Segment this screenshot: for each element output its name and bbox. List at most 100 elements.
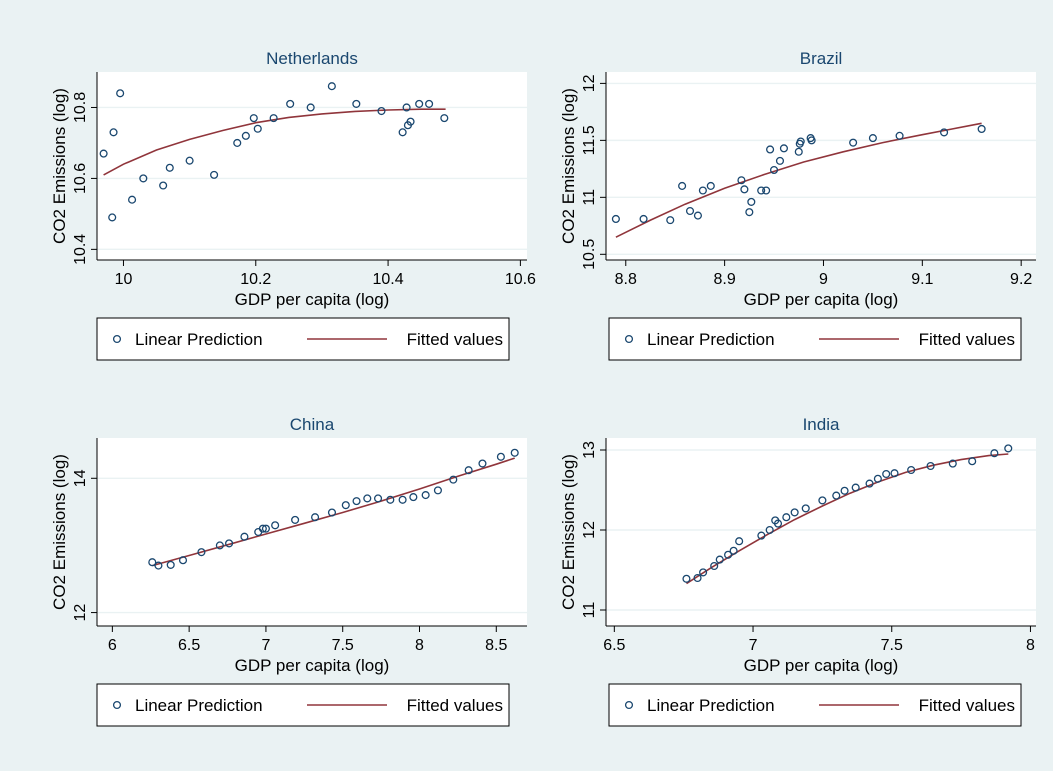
data-point — [851, 483, 860, 492]
data-point — [225, 539, 234, 548]
data-point — [890, 469, 899, 478]
data-point — [693, 211, 702, 220]
x-tick-label: 7.5 — [881, 637, 903, 654]
data-point — [210, 170, 219, 179]
x-tick-label: 10.6 — [505, 271, 536, 288]
data-point — [363, 494, 372, 503]
data-point — [178, 556, 188, 565]
data-point — [907, 465, 916, 475]
data-point — [678, 181, 687, 190]
data-point — [940, 128, 949, 137]
y-tick-label: 12 — [581, 521, 598, 539]
data-point — [747, 197, 756, 206]
legend-marker-circle-icon — [112, 700, 122, 710]
data-point — [757, 186, 766, 195]
legend-box — [96, 683, 510, 727]
data-point — [352, 497, 361, 506]
data-point — [449, 475, 458, 484]
data-point — [990, 449, 999, 458]
data-point — [215, 541, 224, 550]
fitted-values-line — [615, 122, 982, 238]
data-point — [685, 206, 695, 216]
data-point — [796, 137, 805, 146]
y-tick-label: 10.6 — [72, 163, 89, 194]
data-point — [735, 537, 744, 546]
data-point — [745, 208, 754, 217]
y-tick-label: 12 — [72, 604, 89, 622]
data-point — [197, 548, 206, 557]
x-tick-label: 9 — [819, 271, 828, 288]
data-point — [373, 494, 383, 503]
plot-area — [606, 72, 1036, 260]
data-point — [402, 103, 411, 112]
data-point — [794, 147, 803, 156]
panel-title: Brazil — [800, 49, 843, 68]
data-point — [801, 504, 810, 513]
data-point — [240, 532, 249, 541]
fitted-values-line — [686, 453, 1009, 585]
data-point — [779, 144, 788, 153]
data-point — [873, 474, 882, 483]
x-tick-label: 10.2 — [240, 271, 271, 288]
data-point — [706, 181, 715, 190]
data-point — [233, 138, 242, 147]
data-point — [710, 561, 719, 571]
legend-label-fitted-values: Fitted values — [407, 696, 503, 715]
data-point — [398, 495, 407, 504]
data-point — [832, 491, 841, 500]
legend-label-fitted-values: Fitted values — [407, 330, 503, 349]
data-point — [740, 185, 749, 194]
x-axis-label: GDP per capita (log) — [235, 290, 390, 309]
data-point — [166, 560, 175, 569]
data-point — [159, 181, 168, 190]
data-point — [682, 574, 691, 583]
data-point — [666, 216, 675, 225]
y-axis-label: CO2 Emissions (log) — [50, 454, 69, 610]
legend: Linear Prediction Fitted values — [96, 683, 510, 727]
y-axis-label: CO2 Emissions (log) — [559, 88, 578, 244]
data-point — [286, 99, 295, 108]
y-tick-label: 10.4 — [72, 234, 89, 265]
legend: Linear Prediction Fitted values — [96, 317, 510, 361]
data-point — [154, 561, 163, 570]
data-point — [968, 457, 977, 466]
x-tick-label: 6.5 — [603, 637, 625, 654]
data-point — [139, 174, 148, 183]
data-point — [185, 156, 194, 165]
legend-label-fitted-values: Fitted values — [919, 696, 1015, 715]
data-point — [769, 165, 779, 175]
data-point — [766, 145, 775, 154]
data-point — [386, 495, 395, 504]
panel-title: China — [290, 415, 335, 434]
data-point — [291, 515, 300, 524]
data-point — [496, 452, 505, 461]
chart-panel-china: 6 6.5 7 7.5 8 8.5 12 14 GDP per capita (log) CO2 … — [50, 415, 527, 727]
data-point — [698, 186, 707, 195]
data-point — [882, 469, 891, 479]
data-point — [327, 82, 336, 91]
data-point — [398, 128, 407, 137]
legend-box — [608, 683, 1022, 727]
legend-label-linear-prediction: Linear Prediction — [647, 696, 775, 715]
data-point — [693, 573, 702, 583]
data-point — [926, 461, 935, 471]
data-point — [757, 531, 766, 540]
x-tick-label: 6 — [108, 637, 117, 654]
data-point — [377, 106, 386, 116]
x-tick-label: 8.8 — [615, 271, 637, 288]
legend: Linear Prediction Fitted values — [608, 683, 1022, 727]
data-point — [425, 99, 434, 108]
data-point — [306, 103, 315, 112]
legend-label-fitted-values: Fitted values — [919, 330, 1015, 349]
data-point — [724, 550, 733, 559]
data-point — [762, 186, 771, 195]
y-tick-label: 12 — [581, 74, 598, 92]
legend-label-linear-prediction: Linear Prediction — [135, 696, 263, 715]
x-tick-label: 8.5 — [485, 637, 507, 654]
data-point — [433, 486, 442, 495]
data-point — [109, 128, 118, 137]
plot-area — [97, 72, 527, 260]
legend-marker-circle-icon — [624, 334, 634, 344]
x-tick-label: 8 — [415, 637, 424, 654]
